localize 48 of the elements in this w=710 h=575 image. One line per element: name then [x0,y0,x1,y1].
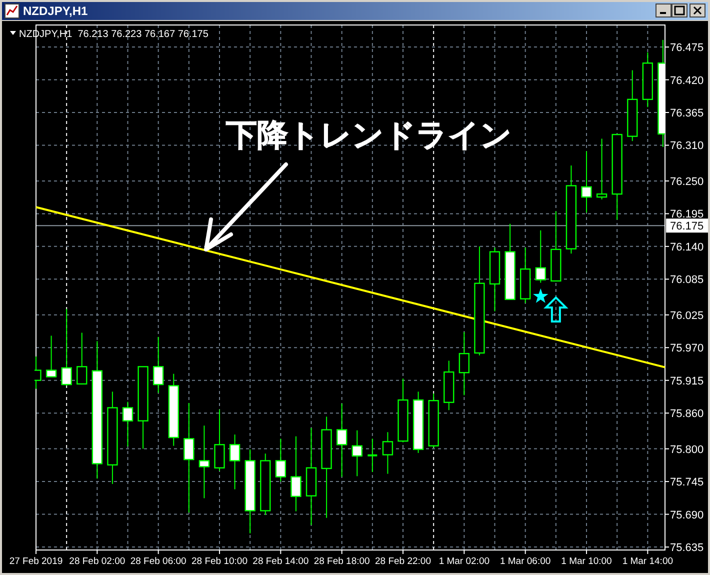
candlestick [152,336,164,394]
x-tick-label: 28 Feb 02:00 [69,556,126,567]
candlestick [214,409,225,472]
y-tick-label: 76.310 [670,140,704,152]
candlestick [76,332,88,386]
y-tick-label: 76.250 [670,176,704,188]
y-tick-label: 75.690 [670,509,704,522]
y-tick-label: 75.745 [670,476,704,489]
candlestick [275,438,286,482]
y-tick-label: 76.140 [670,241,704,254]
y-tick-label: 76.475 [670,42,704,54]
y-tick-label: 76.195 [670,208,704,221]
candlestick [596,138,608,200]
y-tick-label: 75.860 [670,408,704,420]
candlestick [184,402,194,513]
y-tick-label: 76.085 [670,274,704,286]
candlestick [122,401,134,447]
candlestick [46,335,57,378]
y-tick-label: 75.800 [670,444,704,456]
x-tick-label: 1 Mar 02:00 [438,556,490,567]
candlestick [581,150,592,213]
x-tick-label: 1 Mar 14:00 [622,556,674,567]
candlestick [229,434,240,490]
x-tick-label: 28 Feb 22:00 [375,556,431,567]
candlestick [198,425,210,499]
y-tick-label: 75.915 [670,375,704,388]
x-tick-label: 27 Feb 2019 [9,556,63,567]
ref-line-label: 76.175 [670,220,704,233]
candlestick [336,403,348,478]
x-tick-label: 28 Feb 18:00 [314,556,370,567]
x-tick-label: 1 Mar 06:00 [500,556,551,567]
candlestick [352,430,362,477]
y-tick-label: 75.970 [670,342,704,355]
x-tick-label: 1 Mar 10:00 [561,556,612,567]
y-tick-label: 76.365 [670,108,704,120]
candlestick [535,230,546,284]
x-tick-label: 28 Feb 14:00 [252,556,309,567]
annotation: 下降トレンドライン [224,117,512,154]
candlestick [366,438,378,473]
y-tick-label: 75.635 [670,542,704,554]
x-tick-label: 28 Feb 10:00 [192,556,248,567]
candlestick [382,432,394,474]
y-tick-label: 76.025 [670,310,704,322]
candlestick [458,332,470,396]
chart-title: NZDJPY,H1 [23,4,88,18]
x-tick-label: 28 Feb 06:00 [130,556,186,567]
y-tick-label: 76.420 [670,74,704,87]
candlestick [290,436,302,512]
